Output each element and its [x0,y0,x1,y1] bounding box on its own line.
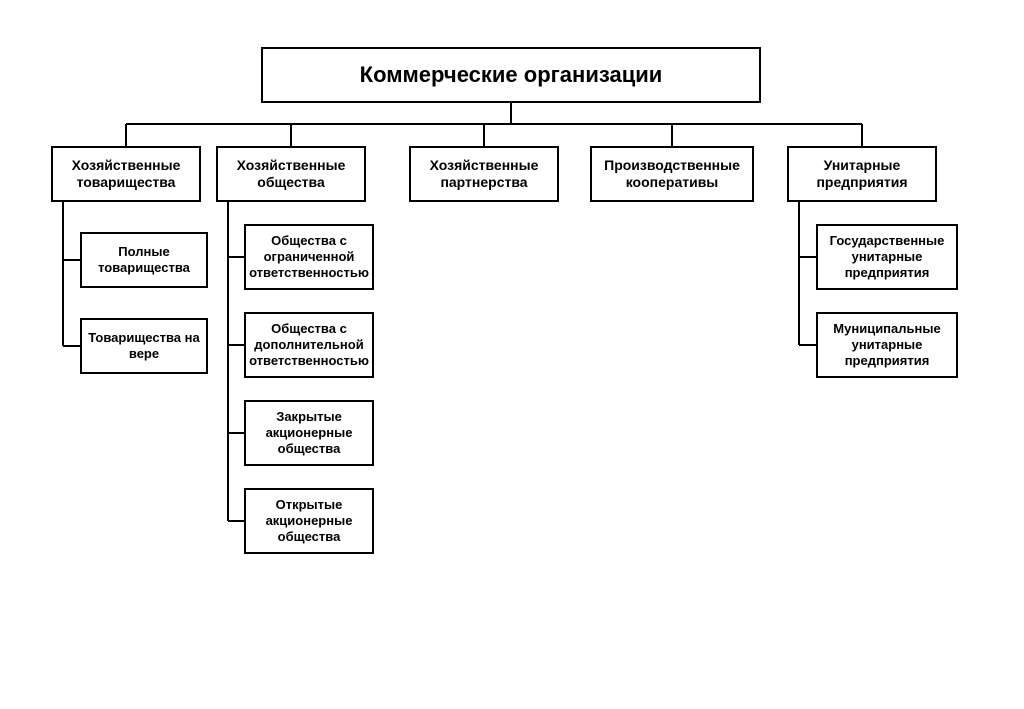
category-label: Хозяйственные партнерства [417,157,551,192]
child-label: Товарищества на вере [88,330,200,363]
child-label: Закрытые акционерные общества [252,409,366,458]
root-node: Коммерческие организации [261,47,761,103]
category-node-0: Хозяйственные товарищества [51,146,201,202]
child-node-1-2: Закрытые акционерные общества [244,400,374,466]
category-node-4: Унитарные предприятия [787,146,937,202]
category-label: Производственные кооперативы [598,157,746,192]
category-label: Хозяйственные товарищества [59,157,193,192]
child-label: Муниципальные унитарные предприятия [824,321,950,370]
child-label: Общества с дополнительной ответственност… [249,321,369,370]
category-label: Унитарные предприятия [795,157,929,192]
child-node-1-1: Общества с дополнительной ответственност… [244,312,374,378]
category-node-1: Хозяйственные общества [216,146,366,202]
child-node-0-1: Товарищества на вере [80,318,208,374]
child-label: Государственные унитарные предприятия [824,233,950,282]
child-node-4-0: Государственные унитарные предприятия [816,224,958,290]
category-label: Хозяйственные общества [224,157,358,192]
child-label: Общества с ограниченной ответственностью [249,233,369,282]
category-node-3: Производственные кооперативы [590,146,754,202]
child-node-4-1: Муниципальные унитарные предприятия [816,312,958,378]
child-label: Полные товарищества [88,244,200,277]
child-label: Открытые акционерные общества [252,497,366,546]
child-node-1-3: Открытые акционерные общества [244,488,374,554]
child-node-1-0: Общества с ограниченной ответственностью [244,224,374,290]
child-node-0-0: Полные товарищества [80,232,208,288]
root-label: Коммерческие организации [360,61,663,89]
category-node-2: Хозяйственные партнерства [409,146,559,202]
